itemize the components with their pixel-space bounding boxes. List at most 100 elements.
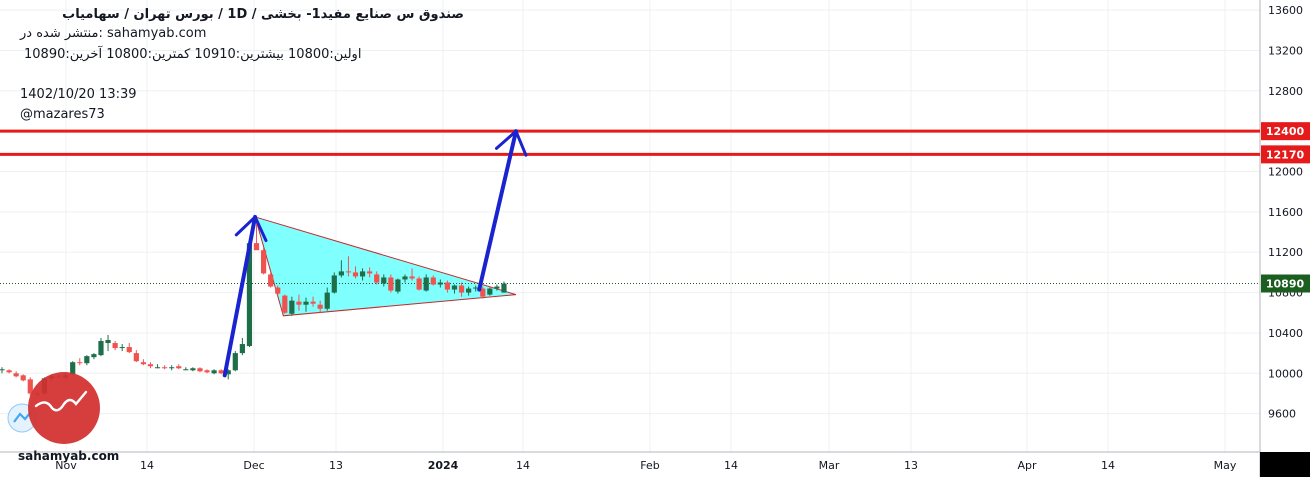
candle	[275, 285, 281, 296]
candle	[359, 268, 366, 281]
candle-body	[444, 282, 451, 290]
published-on: منتشر شده در: sahamyab.com	[20, 26, 207, 41]
candle-body	[395, 279, 401, 292]
candle	[218, 369, 224, 375]
candle-body	[501, 283, 507, 293]
price-label-text: 10890	[1266, 278, 1305, 291]
candle-body	[70, 362, 76, 375]
candle	[119, 344, 125, 352]
candle-body	[183, 369, 189, 371]
candle	[197, 367, 203, 373]
candle	[430, 275, 436, 286]
candle	[211, 369, 217, 375]
candle	[154, 364, 161, 369]
candle	[112, 341, 118, 351]
candle-body	[169, 367, 175, 369]
sahamyab-logo	[7, 372, 100, 444]
candle	[268, 272, 274, 288]
x-tick-label: Nov	[55, 459, 77, 472]
triangle-pattern	[254, 216, 517, 317]
candle	[27, 377, 33, 396]
candle	[282, 294, 288, 314]
candle-body	[20, 375, 26, 381]
ohlc-readout: اولین:10800 بیشترین:10910 کمترین:10800 آ…	[24, 47, 362, 62]
x-tick-label: May	[1214, 459, 1237, 472]
candle-body	[105, 340, 111, 344]
candle	[437, 279, 443, 288]
candle-body	[176, 366, 182, 369]
candle-body	[402, 276, 408, 280]
candle	[20, 374, 26, 382]
x-tick-label: Mar	[819, 459, 840, 472]
logo-bubble-icon	[13, 411, 32, 423]
y-tick-label: 10400	[1268, 327, 1303, 340]
y-tick-label: 12800	[1268, 85, 1303, 98]
candle-body	[473, 287, 479, 289]
candle	[98, 337, 104, 357]
x-tick-label: 14	[1101, 459, 1115, 472]
candle-body	[84, 356, 90, 364]
candle	[6, 369, 12, 374]
candle-body	[458, 285, 465, 293]
candle-body	[225, 370, 231, 375]
y-tick-label: 13600	[1268, 4, 1303, 17]
candle-body	[466, 288, 472, 293]
candle-body	[13, 373, 19, 377]
candle-body	[27, 379, 33, 394]
candle-body	[154, 367, 161, 369]
candle	[204, 369, 210, 374]
candle-body	[133, 353, 139, 362]
candle-body	[345, 271, 352, 273]
candle-body	[331, 275, 337, 293]
candle	[501, 281, 507, 293]
candle-body	[310, 301, 316, 304]
candle-body	[388, 277, 394, 291]
candle-body	[126, 347, 132, 353]
price-label: 12400	[1261, 122, 1310, 141]
candle	[409, 268, 415, 281]
candles	[0, 218, 507, 397]
candle-body	[416, 278, 422, 290]
candle	[466, 286, 472, 296]
candle-body	[282, 295, 288, 313]
candle-body	[190, 368, 196, 371]
candle-body	[204, 370, 210, 373]
x-tick-label: Feb	[640, 459, 659, 472]
x-tick-label: 14	[724, 459, 738, 472]
candle-body	[268, 274, 274, 287]
candle	[423, 274, 429, 292]
grid	[0, 0, 1260, 452]
candle	[126, 343, 132, 354]
price-label-text: 12400	[1266, 125, 1305, 138]
candle-body	[275, 287, 281, 294]
candle	[239, 337, 245, 356]
candle-body	[352, 272, 359, 277]
author-handle: @mazares73	[20, 107, 105, 122]
candle	[487, 287, 493, 296]
candle	[105, 334, 111, 352]
candle-body	[374, 274, 380, 283]
candle-body	[494, 286, 500, 289]
x-tick-label: Apr	[1017, 459, 1037, 472]
x-tick-label: 14	[140, 459, 154, 472]
candle-body	[451, 285, 458, 290]
snapshot-datetime: 1402/10/20 13:39	[20, 87, 137, 102]
candle-body	[197, 368, 203, 372]
symbol-title: صندوق س صنایع مفید1- بخشی / 1D / بورس ته…	[62, 7, 464, 22]
candle	[260, 248, 267, 275]
candle	[91, 353, 97, 360]
candle-body	[487, 288, 493, 295]
candle	[190, 367, 196, 372]
candle-body	[367, 271, 373, 274]
candle-body	[246, 243, 253, 347]
candle	[253, 218, 260, 251]
candle	[338, 260, 344, 278]
candle-body	[430, 277, 436, 285]
logo-circle	[28, 372, 100, 444]
candle	[296, 294, 302, 311]
candle	[162, 365, 168, 370]
candle-body	[140, 362, 146, 365]
candle-body	[91, 354, 97, 358]
